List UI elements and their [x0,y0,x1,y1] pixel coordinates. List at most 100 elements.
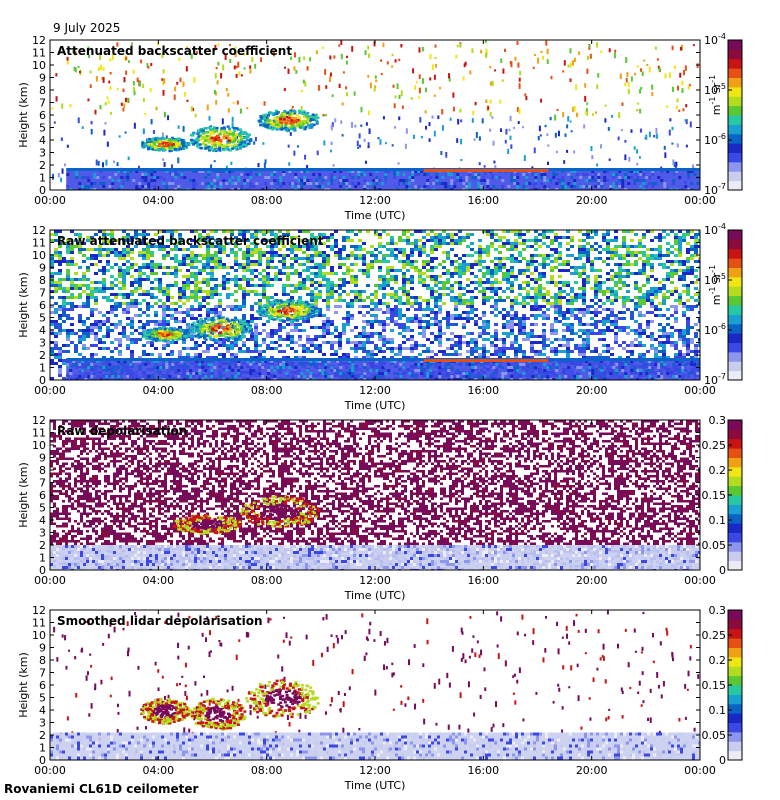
x-tick-label: 16:00 [467,194,499,207]
x-tick-label: 08:00 [251,194,283,207]
y-tick-label: 8 [39,84,46,97]
x-tick-label: 00:00 [684,194,716,207]
y-tick-label: 9 [39,642,46,655]
colorbar-segment [728,370,742,381]
colorbar-segment [728,741,742,752]
colorbar-segment [728,513,742,524]
y-tick-label: 0 [39,564,46,577]
chart-panel-4: Smoothed lidar depolarisation01234567891… [17,604,743,792]
y-tick-label: 5 [39,122,46,135]
colorbar-tick-label: 0.25 [702,629,727,642]
y-tick-label: 5 [39,502,46,515]
colorbar-tick-label: 10-7 [704,372,726,387]
y-axis-label: Height (km) [17,462,30,528]
colorbar-segment [728,351,742,362]
y-tick-label: 6 [39,679,46,692]
colorbar-tick-label: 0 [719,564,726,577]
x-tick-label: 04:00 [142,194,174,207]
colorbar-segment [728,115,742,125]
colorbar-segment [728,171,742,182]
chart-panel-2: Raw attenuated backscatter coefficient01… [17,222,743,412]
y-tick-label: 12 [32,414,46,427]
colorbar-segment [728,77,742,88]
colorbar-segment [728,485,742,496]
colorbar: 0 0.05 0.1 0.15 0.2 0.25 0.3 [702,604,743,767]
colorbar-tick-label: 0.1 [709,514,727,527]
colorbar-segment [728,58,742,69]
colorbar-segment [728,133,742,144]
heatmap-field [50,420,700,570]
colorbar-segment [728,656,742,667]
y-tick-label: 9 [39,262,46,275]
colorbar-segment [728,286,742,297]
y-tick-label: 7 [39,667,46,680]
colorbar-segment [728,420,742,430]
colorbar-segment [728,342,742,353]
colorbar-segment [728,333,742,343]
colorbar-tick-label: 0.15 [702,679,727,692]
colorbar-segment [728,124,742,135]
colorbar-tick-label: 0.1 [709,704,727,717]
y-tick-label: 11 [32,427,46,440]
colorbar-segment [728,239,742,250]
y-tick-label: 0 [39,184,46,197]
colorbar-segment [728,610,742,620]
colorbar-segment [728,713,742,723]
y-tick-label: 11 [32,237,46,250]
y-axis-label: Height (km) [17,272,30,338]
y-tick-label: 8 [39,464,46,477]
colorbar-tick-label: 0.15 [702,489,727,502]
x-tick-label: 00:00 [684,764,716,777]
colorbar-segment [728,504,742,515]
colorbar-segment [728,152,742,163]
colorbar-segment [728,438,742,449]
colorbar-segment [728,523,742,533]
colorbar-segment [728,161,742,172]
y-tick-label: 5 [39,692,46,705]
colorbar: 10-710-610-510-4m-1 sr-1 [704,32,743,197]
colorbar-segment [728,666,742,677]
x-tick-label: 00:00 [684,574,716,587]
colorbar-segment [728,68,742,78]
y-tick-label: 6 [39,489,46,502]
y-tick-label: 7 [39,97,46,110]
heatmap-field [50,610,700,760]
colorbar-frame [727,229,743,381]
x-tick-label: 00:00 [684,384,716,397]
colorbar-segment [728,551,742,562]
chart-panel-3: Raw depolarisation0123456789101112Height… [17,414,743,602]
y-tick-label: 12 [32,604,46,617]
x-axis-label: Time (UTC) [344,779,406,792]
x-tick-label: 08:00 [251,574,283,587]
x-axis-label: Time (UTC) [344,399,406,412]
colorbar-tick-label: 0.25 [702,439,727,452]
colorbar-segment [728,541,742,552]
colorbar-segment [728,619,742,630]
y-tick-label: 10 [32,59,46,72]
y-tick-label: 2 [39,349,46,362]
panel-title: Attenuated backscatter coefficient [57,44,292,58]
y-tick-label: 9 [39,72,46,85]
y-tick-label: 2 [39,159,46,172]
y-tick-label: 12 [32,224,46,237]
colorbar-segment [728,258,742,268]
colorbar-segment [728,314,742,325]
panel-title: Smoothed lidar depolarisation [57,614,263,628]
colorbar-tick-label: 10-6 [704,322,726,337]
colorbar-tick-label: 0.2 [709,464,727,477]
colorbar-segment [728,86,742,97]
colorbar-segment [728,295,742,306]
x-tick-label: 20:00 [576,764,608,777]
colorbar-tick-label: 0.3 [709,604,727,617]
colorbar: 10-710-610-510-4m-1 sr-1 [704,222,743,387]
x-tick-label: 12:00 [359,384,391,397]
y-tick-label: 3 [39,337,46,350]
x-tick-label: 16:00 [467,384,499,397]
colorbar-segment [728,40,742,50]
y-tick-label: 6 [39,109,46,122]
colorbar-segment [728,694,742,705]
y-tick-label: 1 [39,552,46,565]
colorbar-segment [728,448,742,458]
y-tick-label: 4 [39,514,46,527]
x-tick-label: 08:00 [251,764,283,777]
